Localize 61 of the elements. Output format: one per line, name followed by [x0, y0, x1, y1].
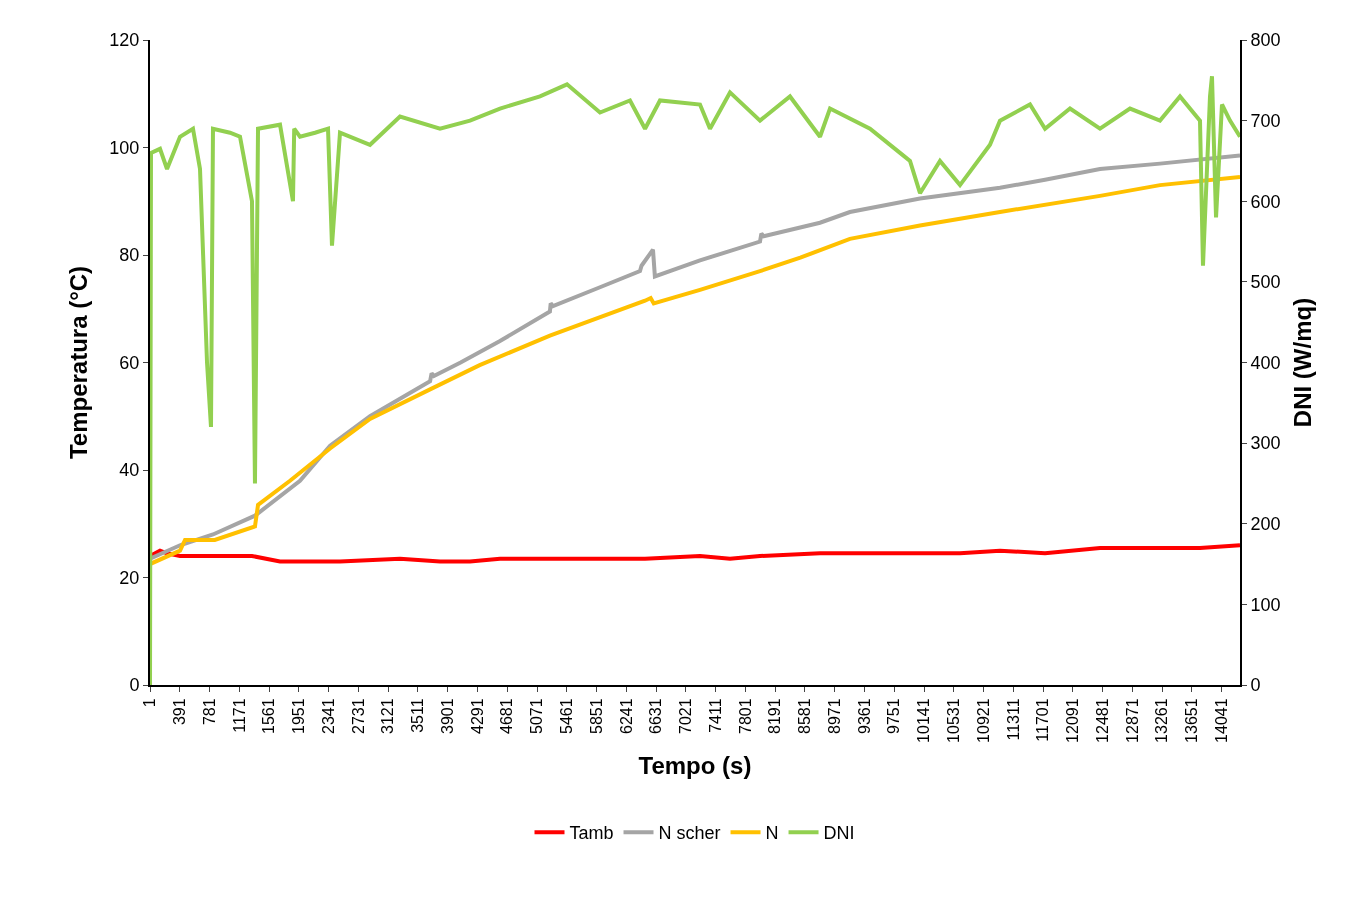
y2-tick-label: 100 — [1250, 594, 1281, 615]
x-tick-label: 5851 — [587, 698, 605, 734]
x-tick-label: 7021 — [677, 698, 695, 734]
x-tick-label: 4681 — [498, 698, 516, 734]
x-tick-label: 12481 — [1093, 698, 1111, 743]
x-tick-label: 10531 — [945, 698, 963, 743]
y2-tick-label: 800 — [1250, 30, 1281, 51]
x-tick-label: 10921 — [974, 698, 992, 743]
y2-tick-label: 600 — [1250, 191, 1281, 212]
x-tick-label: 10141 — [915, 698, 933, 743]
x-tick-label: 7411 — [706, 698, 724, 733]
y-tick-label: 40 — [119, 460, 140, 481]
x-tick-label: 1951 — [290, 698, 308, 734]
x-tick-label: 8971 — [825, 698, 843, 734]
x-tick-label: 391 — [170, 698, 188, 726]
x-tick-label: 12091 — [1064, 698, 1082, 743]
x-tick-label: 12871 — [1123, 698, 1141, 743]
x-tick-label: 3121 — [379, 698, 397, 734]
x-tick-label: 5071 — [528, 698, 546, 734]
y-tick-label: 20 — [119, 567, 140, 588]
y2-tick-label: 0 — [1250, 675, 1261, 696]
x-tick-label: 7801 — [736, 698, 754, 734]
legend-label: Tamb — [569, 823, 614, 844]
y-axis-title: Temperatura (°C) — [64, 265, 92, 460]
y-tick-label: 80 — [119, 245, 140, 266]
x-axis-title: Tempo (s) — [638, 751, 752, 779]
x-tick-label: 5461 — [557, 698, 575, 734]
x-tick-label: 1561 — [260, 698, 278, 734]
x-tick-label: 13651 — [1183, 698, 1201, 743]
x-tick-label: 3511 — [409, 698, 427, 733]
x-tick-label: 8191 — [766, 698, 784, 734]
x-tick-label: 4291 — [468, 698, 486, 734]
x-tick-label: 11701 — [1034, 698, 1052, 742]
y2-tick-label: 200 — [1250, 514, 1281, 535]
x-tick-label: 1171 — [230, 698, 248, 733]
x-tick-label: 2341 — [319, 698, 337, 734]
x-tick-label: 14041 — [1212, 698, 1230, 743]
y-tick-label: 0 — [129, 675, 140, 696]
legend-label: DNI — [823, 823, 855, 844]
x-tick-label: 3901 — [438, 698, 456, 734]
x-tick-label: 13261 — [1153, 698, 1171, 743]
y-tick-label: 100 — [109, 137, 140, 158]
line-series — [150, 543, 1240, 564]
y-tick-label: 60 — [119, 352, 140, 373]
x-tick-label: 1 — [141, 698, 159, 708]
x-tick-label: 6631 — [647, 698, 665, 734]
x-tick-label: 6241 — [617, 698, 635, 734]
y-tick-label: 120 — [109, 30, 140, 51]
x-tick-label: 2731 — [349, 698, 367, 734]
x-tick-label: 11311 — [1004, 698, 1022, 741]
x-tick-label: 781 — [200, 698, 218, 726]
legend-label: N — [765, 823, 779, 844]
y2-tick-label: 700 — [1250, 110, 1281, 131]
x-tick-label: 9361 — [855, 698, 873, 734]
x-tick-label: 8581 — [796, 698, 814, 734]
y2-axis-title: DNI (W/mq) — [1289, 297, 1317, 428]
y2-tick-label: 400 — [1250, 352, 1281, 373]
x-tick-label: 9751 — [885, 698, 903, 734]
y2-tick-label: 300 — [1250, 433, 1281, 454]
y2-tick-label: 500 — [1250, 272, 1281, 293]
legend-label: N scher — [658, 823, 721, 844]
